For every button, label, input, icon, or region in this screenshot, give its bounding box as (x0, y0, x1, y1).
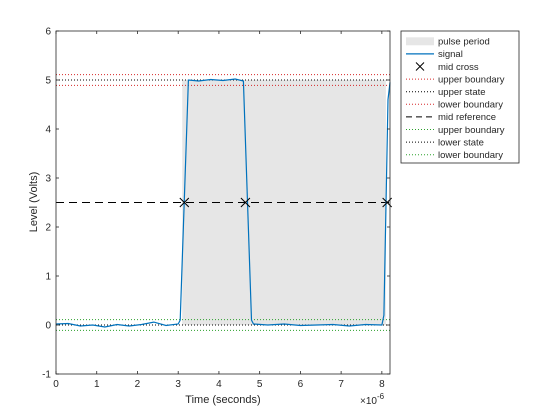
legend-label-2: mid cross (438, 62, 479, 73)
plot-frame (55, 30, 391, 375)
x-tick-label: 6 (298, 379, 304, 390)
y-tick-label: 0 (45, 321, 51, 332)
legend-label-6: mid reference (438, 112, 496, 123)
y-axis-label: Level (Volts) (28, 172, 40, 233)
x-tick-label: 1 (94, 379, 100, 390)
legend-label-8: lower state (438, 137, 484, 148)
y-tick-label: 5 (45, 76, 51, 87)
legend-label-5: lower boundary (438, 100, 503, 111)
legend-label-1: signal (438, 49, 463, 60)
legend-swatch-2 (415, 62, 425, 71)
reference-lines-layer (56, 74, 390, 331)
legend-label-3: upper boundary (438, 74, 505, 85)
y-tick-label: -1 (42, 370, 51, 381)
mid-cross-marker-1 (240, 197, 251, 208)
x-exponent-base: ×10 (360, 396, 377, 407)
y-tick-label: 4 (45, 125, 51, 136)
legend-label-9: lower boundary (438, 150, 503, 161)
legend-label-7: upper boundary (438, 125, 505, 136)
legend-label-4: upper state (438, 87, 486, 98)
legend-box (400, 30, 520, 164)
x-exponent-power: -6 (377, 392, 385, 401)
x-tick-label: 0 (53, 379, 59, 390)
x-tick-label: 7 (338, 379, 344, 390)
x-axis-label: Time (seconds) (185, 394, 260, 406)
y-tick-label: 2 (45, 223, 51, 234)
y-tick-label: 6 (45, 27, 51, 38)
signal-layer (55, 78, 391, 328)
signal-line (55, 78, 391, 328)
y-tick-label: 1 (45, 272, 51, 283)
x-tick-label: 2 (135, 379, 141, 390)
y-tick-label: 3 (45, 174, 51, 185)
legend-swatch-0 (406, 37, 434, 46)
mid-cross-marker-0 (179, 197, 190, 208)
legend-label-0: pulse period (438, 37, 490, 48)
x-tick-label: 5 (257, 379, 263, 390)
x-tick-label: 8 (379, 379, 385, 390)
x-exponent-label: ×10-6 (360, 392, 385, 407)
x-tick-label: 3 (175, 379, 181, 390)
x-tick-label: 4 (216, 379, 222, 390)
